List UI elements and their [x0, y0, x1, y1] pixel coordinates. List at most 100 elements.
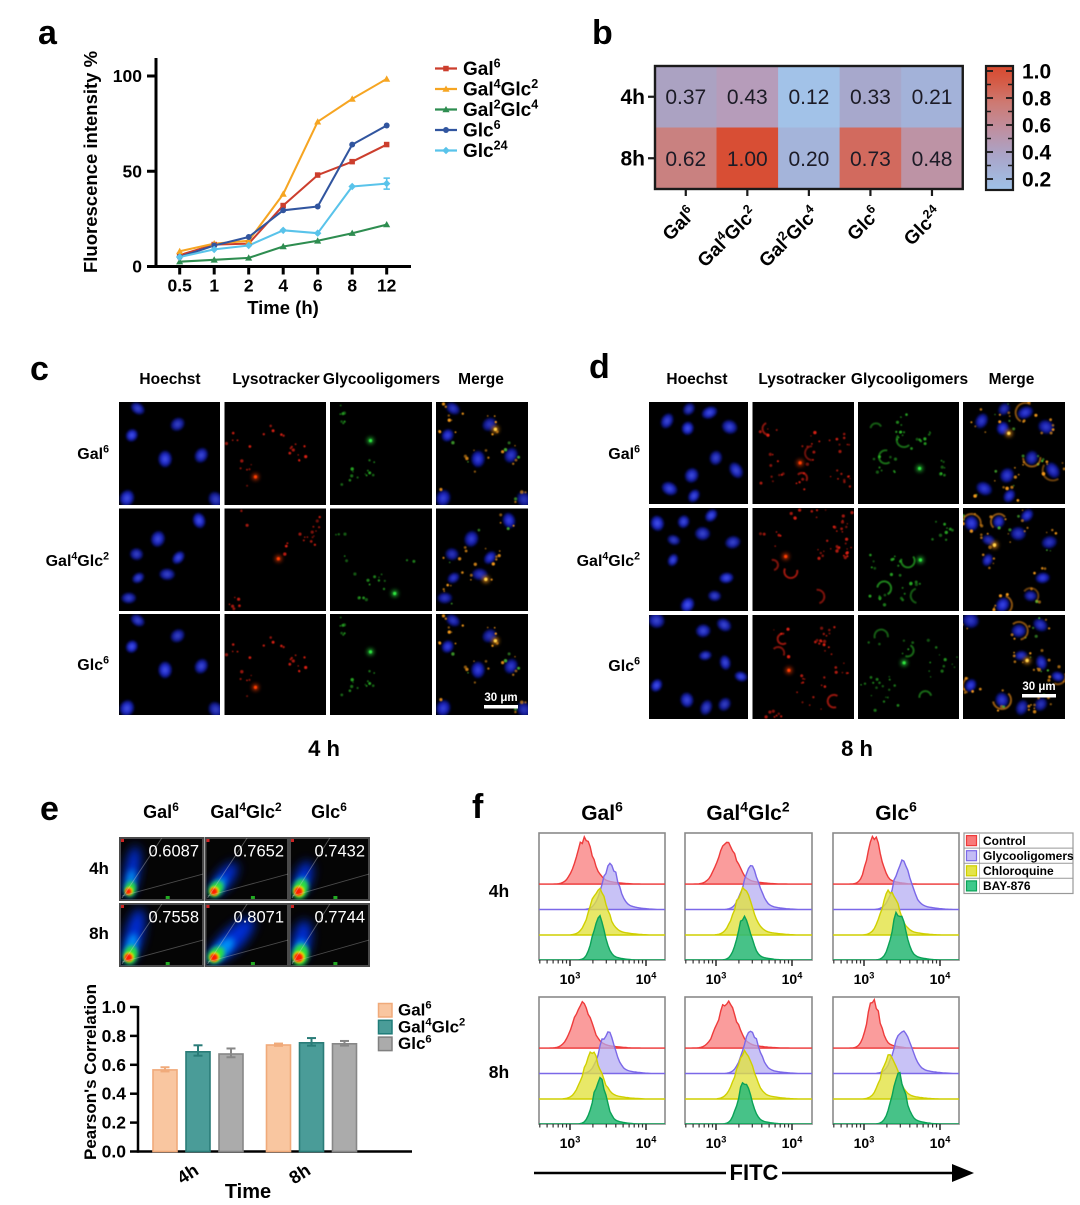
- svg-text:Gal4Glc2: Gal4Glc2: [398, 1017, 465, 1037]
- svg-text:8h: 8h: [620, 147, 645, 170]
- svg-text:100: 100: [113, 66, 142, 86]
- svg-text:104: 104: [782, 970, 804, 987]
- svg-text:Gal4Glc2: Gal4Glc2: [463, 77, 538, 101]
- svg-text:Glc24: Glc24: [463, 138, 508, 162]
- svg-text:103: 103: [706, 970, 727, 987]
- svg-text:0.12: 0.12: [788, 86, 829, 109]
- svg-text:Gal4Glc2: Gal4Glc2: [577, 551, 641, 570]
- svg-text:0.8: 0.8: [102, 1026, 127, 1046]
- svg-text:a: a: [38, 14, 58, 52]
- svg-text:4: 4: [278, 276, 288, 296]
- svg-text:0.7744: 0.7744: [315, 909, 365, 927]
- svg-text:FITC: FITC: [730, 1160, 779, 1185]
- svg-text:Gal2Glc4: Gal2Glc4: [463, 97, 538, 121]
- svg-text:4h: 4h: [89, 859, 109, 878]
- svg-text:Gal6: Gal6: [143, 800, 179, 822]
- svg-text:0: 0: [132, 257, 142, 277]
- svg-text:Gal6: Gal6: [581, 799, 623, 825]
- svg-text:8h: 8h: [89, 924, 109, 943]
- svg-text:Time: Time: [225, 1181, 271, 1200]
- svg-text:b: b: [592, 14, 613, 52]
- svg-text:4 h: 4 h: [308, 736, 340, 761]
- svg-text:6: 6: [313, 276, 323, 296]
- svg-text:Gal6: Gal6: [77, 444, 109, 463]
- svg-text:0.8: 0.8: [1022, 88, 1052, 111]
- svg-text:0.2: 0.2: [102, 1113, 127, 1133]
- svg-text:Lysotracker: Lysotracker: [232, 371, 319, 388]
- svg-text:Gal4Glc2: Gal4Glc2: [210, 800, 282, 822]
- svg-text:8 h: 8 h: [841, 736, 873, 761]
- svg-text:50: 50: [123, 161, 143, 181]
- svg-text:Hoechst: Hoechst: [139, 371, 200, 388]
- svg-text:Glc6: Glc6: [398, 1033, 432, 1053]
- svg-text:103: 103: [854, 970, 875, 987]
- svg-text:BAY-876: BAY-876: [983, 879, 1031, 893]
- svg-text:104: 104: [636, 1134, 658, 1151]
- svg-text:104: 104: [930, 970, 952, 987]
- svg-text:30 μm: 30 μm: [484, 692, 517, 704]
- svg-text:0.43: 0.43: [727, 86, 768, 109]
- svg-text:Chloroquine: Chloroquine: [983, 864, 1054, 878]
- svg-text:0.62: 0.62: [665, 148, 706, 171]
- svg-text:Gal4Glc2: Gal4Glc2: [706, 799, 789, 825]
- svg-text:0.7432: 0.7432: [315, 843, 365, 861]
- svg-text:12: 12: [377, 276, 397, 296]
- svg-text:0.37: 0.37: [665, 86, 706, 109]
- svg-text:103: 103: [560, 970, 581, 987]
- svg-text:Glc6: Glc6: [608, 656, 640, 675]
- svg-text:0.6: 0.6: [102, 1055, 127, 1075]
- svg-text:e: e: [40, 790, 59, 828]
- svg-text:0.5: 0.5: [168, 276, 193, 296]
- svg-text:0.7652: 0.7652: [234, 843, 284, 861]
- svg-text:Merge: Merge: [989, 371, 1035, 388]
- svg-text:0.8071: 0.8071: [234, 909, 284, 927]
- svg-text:30 μm: 30 μm: [1022, 681, 1055, 693]
- svg-text:8: 8: [347, 276, 357, 296]
- svg-text:0.4: 0.4: [102, 1084, 127, 1104]
- svg-text:8h: 8h: [489, 1062, 509, 1082]
- svg-text:1: 1: [209, 276, 219, 296]
- svg-text:0.48: 0.48: [912, 148, 953, 171]
- svg-text:103: 103: [706, 1134, 727, 1151]
- svg-text:104: 104: [930, 1134, 952, 1151]
- svg-text:0.33: 0.33: [850, 86, 891, 109]
- svg-text:0.2: 0.2: [1022, 169, 1051, 192]
- svg-text:0.4: 0.4: [1022, 142, 1052, 165]
- svg-text:Hoechst: Hoechst: [666, 371, 727, 388]
- svg-text:Glycooligomers: Glycooligomers: [851, 371, 968, 388]
- svg-text:0.0: 0.0: [102, 1142, 127, 1162]
- svg-text:4h: 4h: [489, 881, 509, 901]
- svg-text:Lysotracker: Lysotracker: [758, 371, 845, 388]
- svg-text:1.0: 1.0: [1022, 61, 1051, 84]
- svg-text:Gal4Glc2: Gal4Glc2: [46, 551, 110, 570]
- svg-text:Glc6: Glc6: [463, 118, 501, 142]
- svg-text:Glycooligomers: Glycooligomers: [983, 849, 1074, 863]
- svg-text:Glc6: Glc6: [875, 799, 917, 825]
- svg-text:Merge: Merge: [458, 371, 504, 388]
- svg-text:0.21: 0.21: [912, 86, 953, 109]
- svg-text:Control: Control: [983, 834, 1026, 848]
- svg-text:Fluorescence intensity %: Fluorescence intensity %: [80, 51, 101, 273]
- svg-text:f: f: [472, 788, 484, 826]
- svg-text:Time (h): Time (h): [247, 297, 319, 318]
- svg-text:1.00: 1.00: [727, 148, 768, 171]
- svg-text:Gal6: Gal6: [608, 444, 640, 463]
- svg-text:0.6: 0.6: [1022, 115, 1051, 138]
- svg-text:103: 103: [560, 1134, 581, 1151]
- svg-text:4h: 4h: [620, 86, 645, 109]
- svg-text:0.6087: 0.6087: [149, 843, 199, 861]
- svg-text:104: 104: [782, 1134, 804, 1151]
- svg-text:Glycooligomers: Glycooligomers: [323, 371, 440, 388]
- svg-text:1.0: 1.0: [102, 997, 127, 1017]
- svg-text:Gal6: Gal6: [463, 56, 501, 80]
- svg-text:0.20: 0.20: [788, 148, 829, 171]
- svg-text:104: 104: [636, 970, 658, 987]
- svg-text:c: c: [30, 350, 49, 388]
- svg-text:2: 2: [244, 276, 254, 296]
- svg-text:Gal6: Gal6: [398, 1000, 432, 1020]
- svg-text:103: 103: [854, 1134, 875, 1151]
- svg-text:Glc6: Glc6: [311, 800, 347, 822]
- svg-text:0.7558: 0.7558: [149, 909, 199, 927]
- svg-text:0.73: 0.73: [850, 148, 891, 171]
- svg-text:Pearson's Correlation: Pearson's Correlation: [81, 984, 100, 1160]
